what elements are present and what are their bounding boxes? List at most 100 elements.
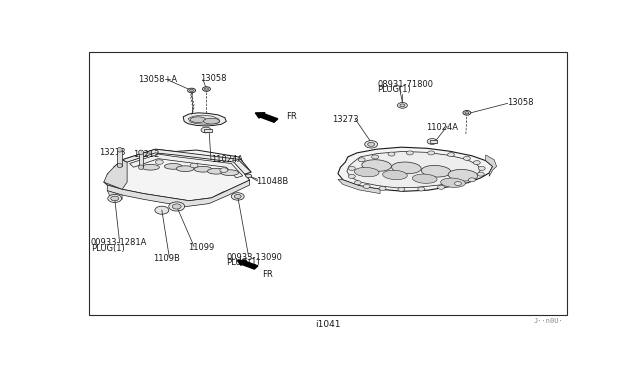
Circle shape (111, 196, 118, 201)
Text: PLUG(1): PLUG(1) (378, 86, 412, 94)
Ellipse shape (176, 166, 194, 171)
Text: 13058: 13058 (508, 98, 534, 107)
Circle shape (478, 166, 485, 170)
Circle shape (348, 174, 355, 179)
Ellipse shape (412, 174, 437, 183)
Text: PLUG(1): PLUG(1) (227, 259, 260, 267)
Ellipse shape (355, 167, 379, 177)
Circle shape (365, 141, 378, 148)
Polygon shape (188, 115, 220, 124)
Circle shape (172, 204, 181, 209)
Circle shape (169, 202, 185, 211)
FancyArrow shape (237, 260, 258, 269)
Circle shape (463, 110, 471, 115)
Ellipse shape (141, 164, 159, 170)
Circle shape (474, 161, 480, 165)
Polygon shape (104, 160, 127, 189)
Circle shape (231, 193, 244, 200)
Polygon shape (129, 154, 243, 178)
Text: 11048B: 11048B (256, 177, 289, 186)
Ellipse shape (117, 163, 122, 168)
Text: FR: FR (286, 112, 296, 121)
Circle shape (367, 142, 374, 146)
Circle shape (418, 187, 425, 191)
Text: PLUG(1): PLUG(1) (91, 244, 125, 253)
Circle shape (155, 206, 169, 214)
Circle shape (397, 103, 408, 108)
Circle shape (355, 181, 361, 185)
Bar (138, 153, 143, 167)
Text: 13213: 13213 (99, 148, 125, 157)
Circle shape (428, 151, 435, 155)
Ellipse shape (204, 118, 220, 124)
Ellipse shape (138, 150, 143, 155)
Ellipse shape (448, 170, 477, 181)
Circle shape (234, 195, 241, 198)
Ellipse shape (392, 162, 421, 174)
Ellipse shape (221, 170, 239, 176)
Ellipse shape (207, 169, 225, 174)
Circle shape (364, 185, 370, 189)
Circle shape (463, 156, 470, 160)
Ellipse shape (190, 117, 206, 122)
Circle shape (438, 185, 445, 189)
FancyArrow shape (255, 113, 278, 122)
Polygon shape (108, 191, 122, 199)
Circle shape (358, 158, 365, 162)
Circle shape (372, 155, 379, 159)
Circle shape (108, 195, 122, 202)
Circle shape (428, 139, 437, 144)
Circle shape (468, 178, 476, 182)
Text: i1041: i1041 (316, 320, 340, 329)
Text: 00933-13090: 00933-13090 (227, 253, 282, 262)
Polygon shape (104, 149, 251, 201)
Text: 11024A: 11024A (211, 155, 243, 164)
Ellipse shape (194, 166, 212, 172)
Circle shape (454, 182, 461, 186)
Circle shape (477, 172, 484, 176)
Polygon shape (183, 113, 227, 126)
Polygon shape (122, 149, 251, 174)
Text: FR: FR (262, 270, 273, 279)
Bar (204, 129, 212, 132)
Ellipse shape (138, 165, 143, 170)
Circle shape (188, 88, 196, 93)
Text: 00933-1281A: 00933-1281A (91, 238, 147, 247)
Circle shape (189, 89, 193, 92)
Circle shape (190, 163, 198, 168)
Circle shape (205, 88, 209, 90)
Polygon shape (486, 155, 497, 176)
Bar (430, 140, 437, 144)
Ellipse shape (164, 164, 182, 169)
Circle shape (202, 87, 211, 92)
Circle shape (406, 151, 413, 155)
Text: 13058+A: 13058+A (138, 74, 178, 83)
Circle shape (388, 152, 395, 156)
Text: 1109B: 1109B (154, 254, 180, 263)
Circle shape (156, 160, 163, 164)
Ellipse shape (362, 160, 392, 171)
Ellipse shape (421, 166, 451, 177)
Ellipse shape (383, 170, 407, 180)
Text: 13212: 13212 (134, 150, 160, 158)
Circle shape (447, 153, 454, 157)
Circle shape (398, 187, 405, 191)
Text: 11099: 11099 (188, 243, 214, 252)
Ellipse shape (117, 147, 122, 152)
Polygon shape (108, 180, 250, 206)
Ellipse shape (441, 178, 465, 187)
Bar (117, 150, 122, 166)
Circle shape (220, 168, 228, 172)
Circle shape (465, 112, 469, 114)
Text: 13273: 13273 (332, 115, 358, 124)
Circle shape (246, 174, 252, 177)
Circle shape (400, 104, 405, 107)
Polygon shape (347, 151, 481, 188)
Circle shape (201, 127, 211, 133)
Text: J··n0U·: J··n0U· (534, 318, 564, 324)
Circle shape (348, 166, 355, 170)
Polygon shape (338, 147, 493, 191)
Text: 11024A: 11024A (426, 123, 458, 132)
Text: 13058: 13058 (200, 74, 227, 83)
Polygon shape (338, 179, 380, 193)
